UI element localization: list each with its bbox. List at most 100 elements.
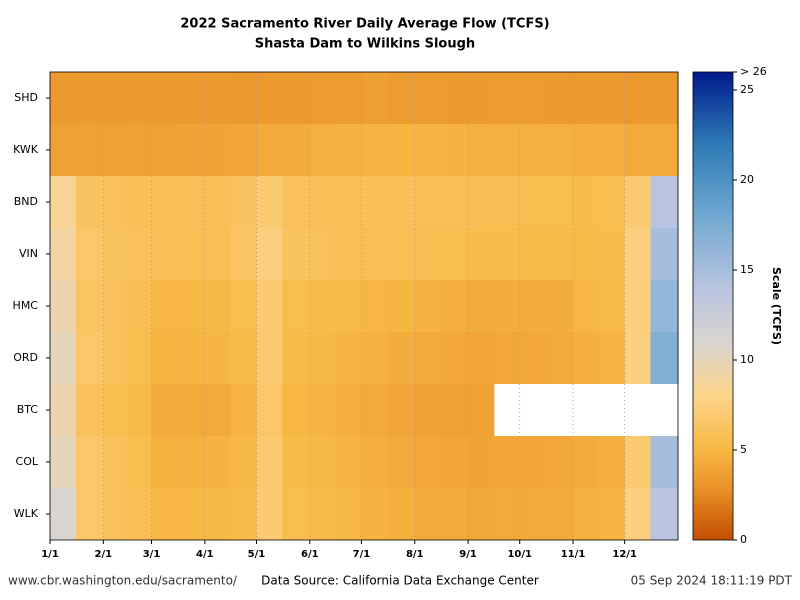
heat-cell — [519, 280, 547, 332]
colorbar-tick-label: 20 — [740, 173, 754, 186]
heat-cell — [650, 228, 679, 280]
heat-cell — [650, 436, 679, 488]
x-tick-label: 8/1 — [406, 549, 424, 560]
heat-cell — [309, 280, 337, 332]
heat-cell — [75, 176, 104, 228]
heat-cell — [151, 488, 178, 540]
heat-cell — [414, 228, 442, 280]
heat-cell — [50, 332, 77, 384]
heat-cell — [545, 176, 574, 228]
heat-cell — [361, 436, 388, 488]
heat-cell — [493, 228, 521, 280]
heat-cell — [387, 176, 416, 228]
heat-cell — [414, 280, 442, 332]
heat-cell — [598, 436, 626, 488]
heat-cell — [573, 124, 600, 176]
heat-cell — [256, 124, 283, 176]
heat-cell — [75, 488, 104, 540]
heat-cell — [50, 72, 77, 124]
heat-cell — [127, 332, 153, 384]
heat-cell — [204, 488, 232, 540]
heat-cell — [103, 436, 128, 488]
heat-cell — [50, 176, 77, 228]
heat-cell — [256, 280, 283, 332]
heat-cell — [573, 488, 600, 540]
heat-cell — [230, 280, 257, 332]
heat-cell — [309, 124, 337, 176]
x-tick-label: 4/1 — [196, 549, 214, 560]
heat-cell — [493, 280, 521, 332]
heat-cell — [256, 488, 283, 540]
heat-cell — [151, 124, 178, 176]
heat-cell — [573, 436, 600, 488]
heat-cell — [204, 176, 232, 228]
heat-cell — [519, 228, 547, 280]
x-tick-label: 11/1 — [561, 549, 586, 560]
y-tick-label: VIN — [19, 247, 38, 260]
heat-cell — [361, 280, 388, 332]
heat-cell — [440, 332, 469, 384]
heat-cell — [230, 436, 257, 488]
heat-cell — [573, 176, 600, 228]
heat-cell — [440, 436, 469, 488]
y-tick-label: BTC — [17, 403, 39, 416]
heat-cell — [127, 488, 153, 540]
heat-cell — [127, 228, 153, 280]
heat-cell — [309, 384, 337, 436]
heat-cell — [493, 332, 521, 384]
heat-cell — [598, 488, 626, 540]
heat-cell — [309, 436, 337, 488]
heat-cell — [230, 176, 257, 228]
heat-cell — [127, 176, 153, 228]
heat-cell — [103, 488, 128, 540]
heat-cell — [103, 332, 128, 384]
heat-cell — [151, 72, 178, 124]
heat-cell — [573, 332, 600, 384]
heat-cell — [282, 384, 311, 436]
heat-cell — [519, 436, 547, 488]
heat-cell — [598, 228, 626, 280]
heat-cell — [256, 384, 283, 436]
chart-subtitle: Shasta Dam to Wilkins Slough — [255, 37, 475, 52]
heat-cell — [309, 332, 337, 384]
heat-cell — [127, 72, 153, 124]
heat-cell — [440, 488, 469, 540]
heat-cell — [230, 488, 257, 540]
heat-cell — [127, 124, 153, 176]
heat-cell — [103, 176, 128, 228]
heat-cell — [103, 72, 128, 124]
chart-title: 2022 Sacramento River Daily Average Flow… — [180, 17, 549, 32]
heat-cell — [361, 228, 388, 280]
heat-cell — [493, 176, 521, 228]
heat-cell — [650, 176, 679, 228]
heat-cell — [103, 384, 128, 436]
heat-cell — [414, 72, 442, 124]
heat-cell — [282, 176, 311, 228]
heat-cell — [519, 488, 547, 540]
heat-cell — [204, 72, 232, 124]
heat-cell — [282, 488, 311, 540]
y-tick-label: BND — [14, 195, 38, 208]
heat-cell — [650, 124, 679, 176]
colorbar-tick-label: 5 — [740, 443, 747, 456]
heat-cell — [387, 228, 416, 280]
heat-cell — [387, 384, 416, 436]
heat-cell — [151, 384, 178, 436]
heat-cell — [414, 176, 442, 228]
heat-cell — [440, 72, 469, 124]
heat-cell — [204, 436, 232, 488]
heat-cell — [282, 124, 311, 176]
plot-frame — [49, 71, 679, 541]
heat-cell — [256, 72, 283, 124]
heat-cell — [440, 280, 469, 332]
heat-cell — [75, 384, 104, 436]
heat-cell — [361, 332, 388, 384]
heat-cell — [177, 436, 206, 488]
heat-cell — [256, 332, 283, 384]
heat-cell — [493, 124, 521, 176]
heat-cell — [545, 280, 574, 332]
y-tick-label: HMC — [13, 299, 39, 312]
heat-cell — [309, 488, 337, 540]
heat-cell — [335, 228, 362, 280]
